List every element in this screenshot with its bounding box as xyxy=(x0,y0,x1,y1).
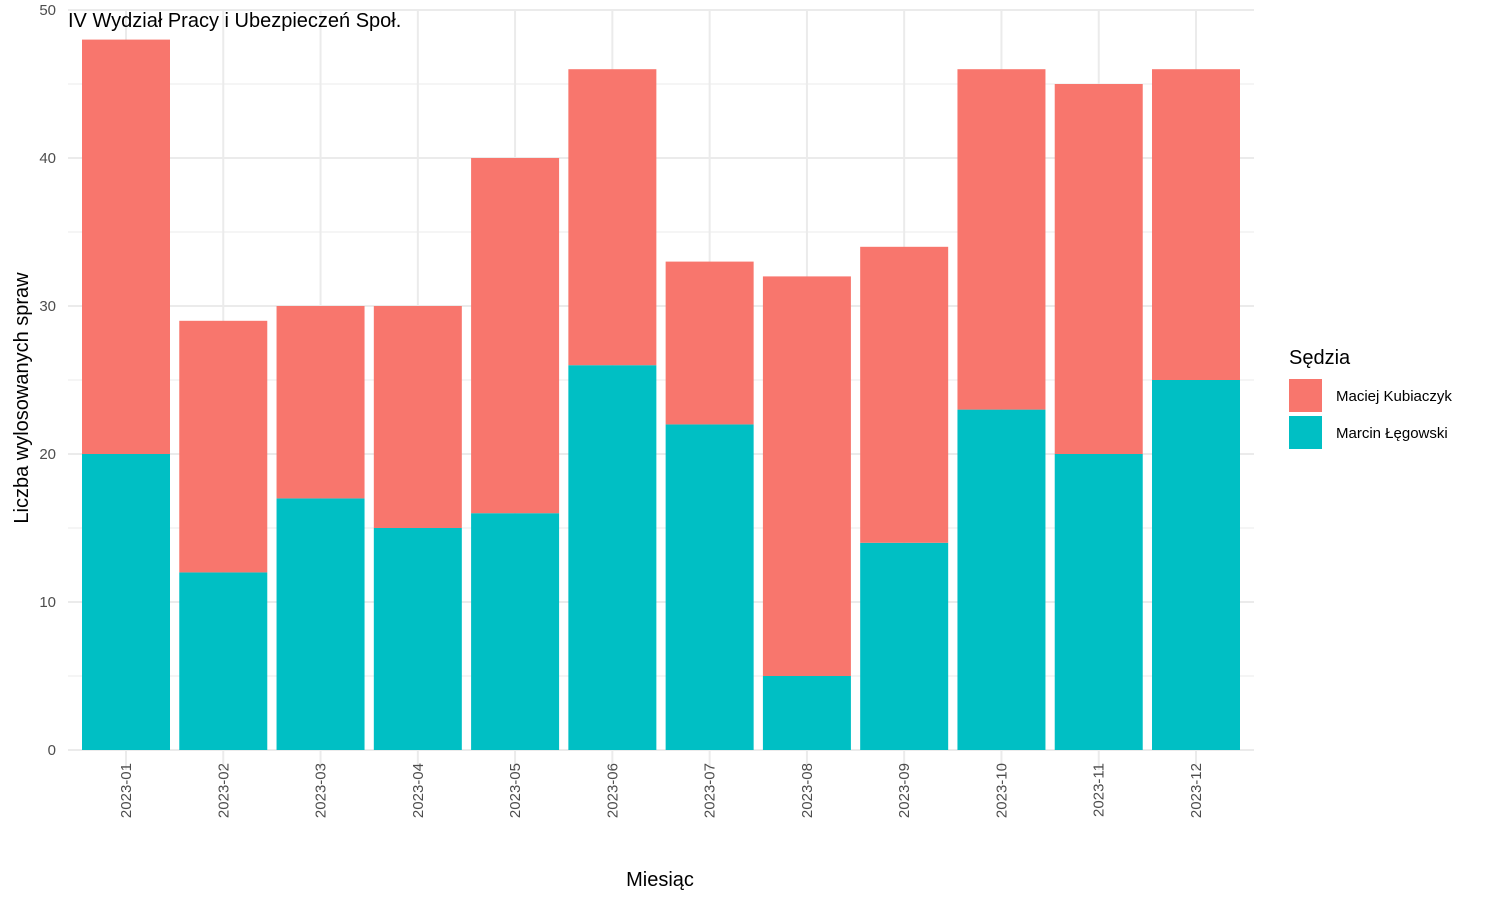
bar-marcin-legowski-2023-03 xyxy=(276,498,365,750)
legend-swatch xyxy=(1289,379,1322,412)
bar-maciej-kubiaczyk-2023-09 xyxy=(860,246,949,543)
bar-marcin-legowski-2023-04 xyxy=(373,528,462,750)
bar-maciej-kubiaczyk-2023-04 xyxy=(373,306,462,528)
bar-maciej-kubiaczyk-2023-07 xyxy=(665,261,754,425)
x-tick-label: 2023-11 xyxy=(1091,763,1108,817)
bar-marcin-legowski-2023-01 xyxy=(82,454,170,750)
bar-marcin-legowski-2023-06 xyxy=(568,365,657,750)
y-tick-label: 40 xyxy=(39,150,56,167)
x-tick-label: 2023-09 xyxy=(896,763,913,818)
bar-marcin-legowski-2023-07 xyxy=(665,424,754,750)
x-tick-label: 2023-01 xyxy=(118,763,135,818)
legend-label: Maciej Kubiaczyk xyxy=(1336,388,1452,405)
bar-marcin-legowski-2023-10 xyxy=(957,409,1046,750)
y-tick-label: 50 xyxy=(39,2,56,19)
legend: Sędzia Maciej Kubiaczyk Marcin Łęgowski xyxy=(1289,347,1452,449)
bar-maciej-kubiaczyk-2023-02 xyxy=(179,320,268,573)
bar-marcin-legowski-2023-08 xyxy=(762,676,851,750)
bars-layer xyxy=(82,39,1240,750)
chart-title: IV Wydział Pracy i Ubezpieczeń Społ. xyxy=(68,10,401,32)
legend-title: Sędzia xyxy=(1289,347,1351,369)
bar-marcin-legowski-2023-11 xyxy=(1054,454,1143,750)
bar-maciej-kubiaczyk-2023-11 xyxy=(1054,84,1143,454)
x-tick-label: 2023-06 xyxy=(604,763,621,818)
bar-marcin-legowski-2023-09 xyxy=(860,542,949,750)
x-tick-label: 2023-12 xyxy=(1188,763,1205,818)
bar-marcin-legowski-2023-12 xyxy=(1152,380,1240,750)
y-axis-title: Liczba wylosowanych spraw xyxy=(11,272,33,524)
x-tick-label: 2023-03 xyxy=(313,763,330,818)
y-tick-label: 30 xyxy=(39,298,56,315)
legend-swatch xyxy=(1289,416,1322,449)
bar-maciej-kubiaczyk-2023-12 xyxy=(1152,69,1240,380)
x-tick-label: 2023-02 xyxy=(215,763,232,818)
bar-maciej-kubiaczyk-2023-01 xyxy=(82,39,170,454)
bar-marcin-legowski-2023-02 xyxy=(179,572,268,750)
legend-items: Maciej Kubiaczyk Marcin Łęgowski xyxy=(1289,379,1452,449)
x-tick-label: 2023-10 xyxy=(993,763,1010,818)
y-tick-label: 10 xyxy=(39,594,56,611)
x-tick-label: 2023-08 xyxy=(799,763,816,818)
bar-maciej-kubiaczyk-2023-06 xyxy=(568,69,657,366)
x-axis-tick-labels: 2023-01 2023-02 2023-03 2023-04 2023-05 2023-… xyxy=(118,763,1205,818)
y-tick-label: 20 xyxy=(39,446,56,463)
legend-label: Marcin Łęgowski xyxy=(1336,425,1448,442)
x-tick-label: 2023-04 xyxy=(410,763,427,818)
bar-maciej-kubiaczyk-2023-05 xyxy=(471,158,560,514)
y-axis-tick-labels: 0 10 20 30 40 50 xyxy=(39,2,56,759)
bar-maciej-kubiaczyk-2023-03 xyxy=(276,306,365,499)
y-tick-label: 0 xyxy=(48,742,56,759)
x-tick-label: 2023-07 xyxy=(702,763,719,818)
bar-marcin-legowski-2023-05 xyxy=(471,513,560,750)
bar-maciej-kubiaczyk-2023-10 xyxy=(957,69,1046,410)
x-tick-label: 2023-05 xyxy=(507,763,524,818)
x-axis-title: Miesiąc xyxy=(626,869,694,891)
bar-maciej-kubiaczyk-2023-08 xyxy=(762,276,851,676)
